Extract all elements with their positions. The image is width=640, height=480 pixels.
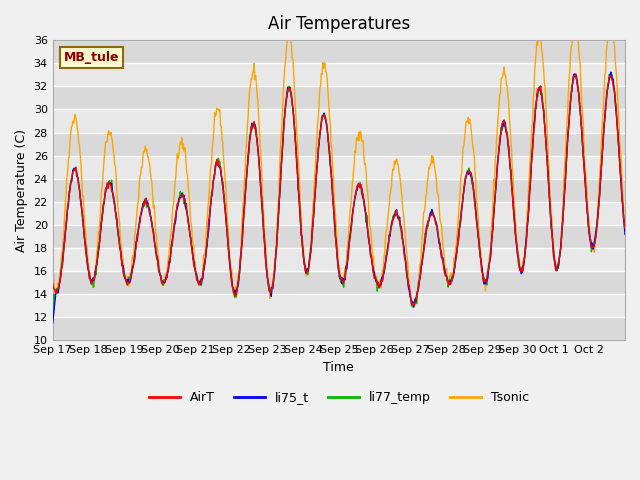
Text: MB_tule: MB_tule xyxy=(64,51,120,64)
Title: Air Temperatures: Air Temperatures xyxy=(268,15,410,33)
Bar xyxy=(52,132,625,156)
Bar xyxy=(52,225,625,248)
Legend: AirT, li75_t, li77_temp, Tsonic: AirT, li75_t, li77_temp, Tsonic xyxy=(144,386,534,409)
Y-axis label: Air Temperature (C): Air Temperature (C) xyxy=(15,129,28,252)
Bar xyxy=(52,40,625,63)
Bar xyxy=(52,271,625,294)
X-axis label: Time: Time xyxy=(323,361,354,374)
Bar xyxy=(52,317,625,340)
Bar xyxy=(52,86,625,109)
Bar xyxy=(52,179,625,202)
